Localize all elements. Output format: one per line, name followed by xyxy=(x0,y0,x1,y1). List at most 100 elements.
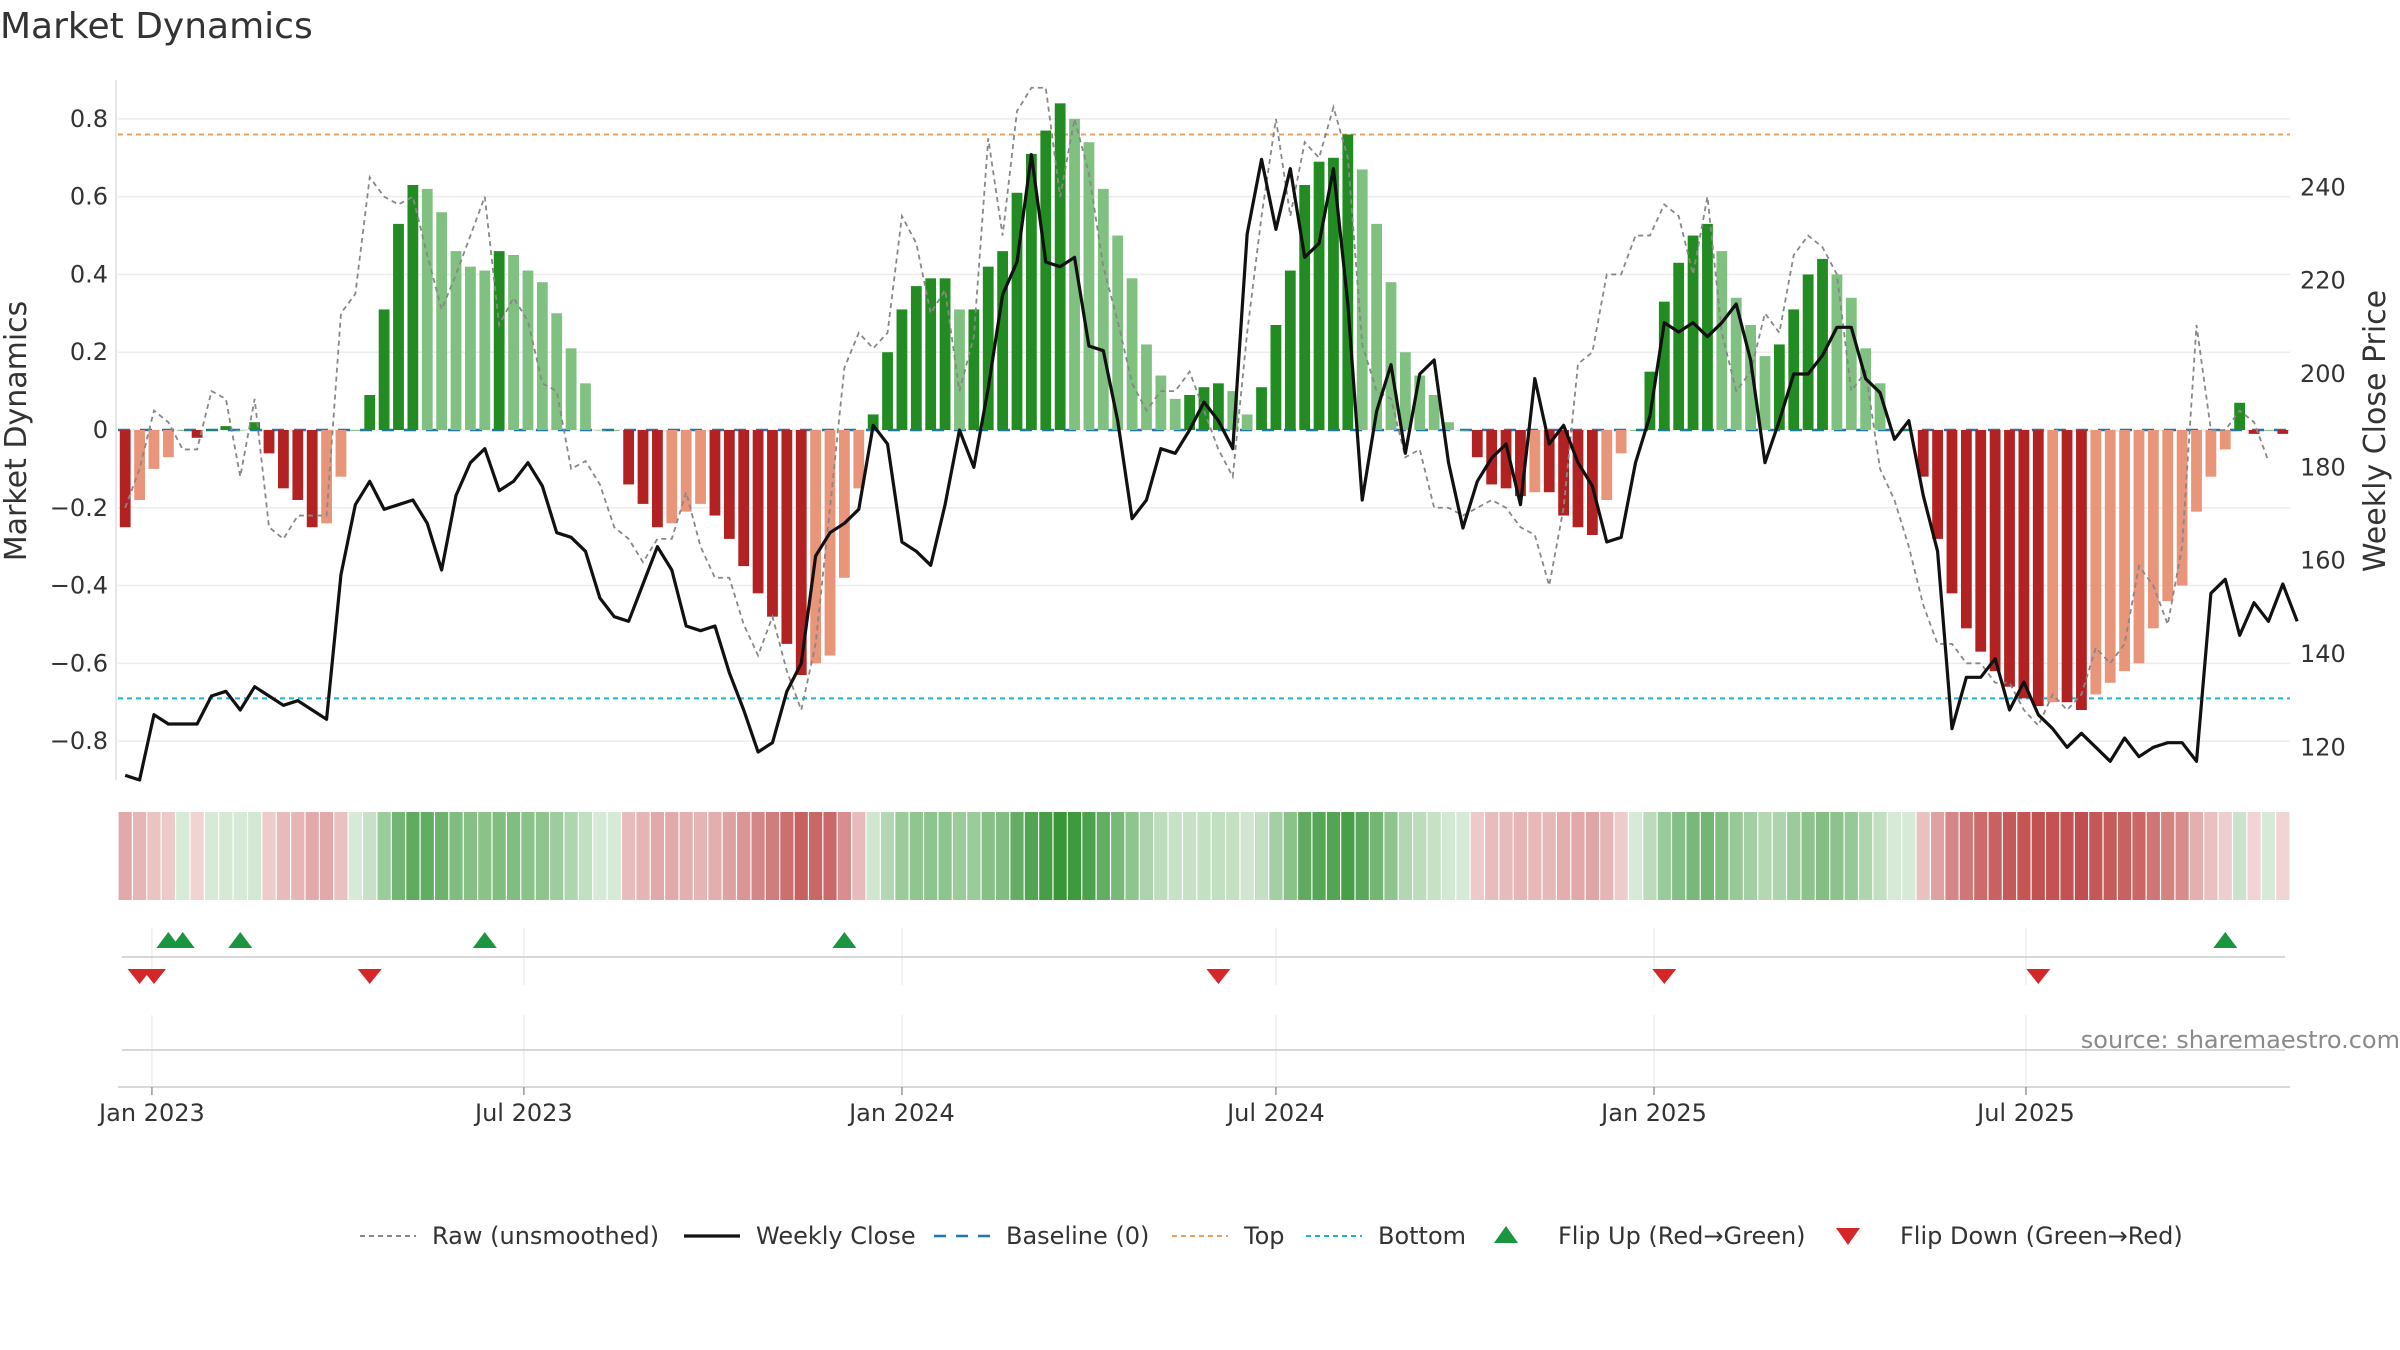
strip-cell xyxy=(650,812,664,900)
dynamics-bar xyxy=(1227,391,1239,430)
dynamics-bar xyxy=(666,430,678,524)
strip-cell xyxy=(305,812,319,900)
strip-cell xyxy=(233,812,247,900)
dynamics-bar xyxy=(393,223,404,430)
dynamics-bar xyxy=(479,270,491,430)
strip-cell xyxy=(219,812,233,900)
strip-cell xyxy=(1096,812,1110,900)
strip-cell xyxy=(852,812,866,900)
strip-cell xyxy=(118,812,132,900)
left-tick-label: 0.6 xyxy=(70,183,108,211)
dynamics-bar xyxy=(2277,430,2289,434)
dynamics-bar xyxy=(493,251,505,430)
dynamics-bar xyxy=(1515,430,1526,497)
dynamics-bar xyxy=(1155,375,1167,430)
strip-cell xyxy=(765,812,780,900)
right-tick-label: 120 xyxy=(2300,733,2346,761)
strip-cell xyxy=(1528,812,1542,900)
legend-flip-down-swatch xyxy=(1836,1228,1860,1245)
dynamics-bar xyxy=(925,278,937,430)
strip-cell xyxy=(1930,812,1945,900)
dynamics-bar xyxy=(795,430,807,675)
strip-cell xyxy=(1168,812,1182,900)
dynamics-bar xyxy=(1457,430,1469,431)
strip-cell xyxy=(2204,812,2218,900)
dynamics-bar xyxy=(1989,430,2001,672)
strip-cell xyxy=(521,812,535,900)
dynamics-bar xyxy=(522,270,534,430)
strip-cell xyxy=(2074,812,2089,900)
strip-cell xyxy=(1139,812,1154,900)
dynamics-bar xyxy=(594,430,606,431)
strip-cell xyxy=(1744,812,1758,900)
strip-cell xyxy=(1499,812,1513,900)
dynamics-bar xyxy=(2119,430,2130,672)
dynamics-bar xyxy=(1083,142,1095,430)
strip-cell xyxy=(2089,812,2103,900)
strip-cell xyxy=(1787,812,1801,900)
strip-cell xyxy=(1211,812,1225,900)
dynamics-bar xyxy=(709,430,721,516)
strip-cell xyxy=(1240,812,1254,900)
strip-cell xyxy=(2031,812,2045,900)
strip-cell xyxy=(1312,812,1326,900)
strip-cell xyxy=(880,812,895,900)
right-tick-label: 240 xyxy=(2300,173,2346,201)
dynamics-bar xyxy=(1630,430,1641,431)
strip-cell xyxy=(996,812,1010,900)
dynamics-bar xyxy=(1069,118,1080,430)
dynamics-bar xyxy=(1644,371,1656,430)
left-tick-label: 0.4 xyxy=(70,260,108,288)
flip-up-marker xyxy=(832,932,857,948)
dynamics-bar xyxy=(1759,356,1771,430)
dynamics-bar xyxy=(1141,344,1152,430)
flip-down-marker xyxy=(2026,969,2051,984)
strip-cell xyxy=(1974,812,1988,900)
x-tick-label: Jul 2023 xyxy=(473,1099,573,1127)
right-tick-label: 180 xyxy=(2300,453,2346,481)
strip-cell xyxy=(837,812,851,900)
strip-cell xyxy=(1902,812,1916,900)
dynamics-bar xyxy=(1558,430,1569,516)
strip-cell xyxy=(478,812,492,900)
strip-cell xyxy=(506,812,521,900)
dynamics-bar xyxy=(1241,414,1253,430)
dynamics-bar xyxy=(1328,157,1339,430)
dynamics-bar xyxy=(421,188,433,430)
dynamics-bar xyxy=(623,430,635,485)
flip-down-marker xyxy=(1206,969,1231,984)
dynamics-bar xyxy=(407,185,419,430)
dynamics-bar xyxy=(2205,430,2217,477)
x-tick-label: Jul 2024 xyxy=(1225,1099,1325,1127)
dynamics-bar xyxy=(2004,430,2015,687)
dynamics-bar xyxy=(767,430,778,617)
dynamics-bar xyxy=(2248,430,2260,434)
dynamics-bar xyxy=(1500,430,1512,489)
dynamics-bar xyxy=(349,430,361,431)
strip-cell xyxy=(1269,812,1283,900)
dynamics-bar xyxy=(1586,430,1598,535)
strip-cell xyxy=(1254,812,1269,900)
dynamics-bar xyxy=(2219,430,2231,450)
strip-cell xyxy=(1700,812,1715,900)
dynamics-bar xyxy=(752,430,764,594)
dynamics-bar xyxy=(1212,383,1224,430)
strip-cell xyxy=(1082,812,1096,900)
legend-flip-up-swatch xyxy=(1494,1226,1518,1243)
left-tick-label: −0.8 xyxy=(50,727,108,755)
regime-strip xyxy=(118,812,2290,900)
dynamics-bar xyxy=(1256,387,1267,430)
dynamics-bar xyxy=(1687,235,1699,430)
dynamics-bar xyxy=(2263,430,2274,431)
dynamics-bar xyxy=(436,212,448,430)
dynamics-bar xyxy=(335,430,347,477)
strip-cell xyxy=(1513,812,1528,900)
right-tick-label: 220 xyxy=(2300,267,2346,295)
strip-cell xyxy=(924,812,938,900)
dynamics-bar xyxy=(292,430,304,500)
legend-label: Bottom xyxy=(1378,1222,1466,1250)
dynamics-bar xyxy=(134,430,145,500)
strip-cell xyxy=(2146,812,2160,900)
dynamics-bar xyxy=(882,352,893,430)
strip-cell xyxy=(1672,812,1686,900)
